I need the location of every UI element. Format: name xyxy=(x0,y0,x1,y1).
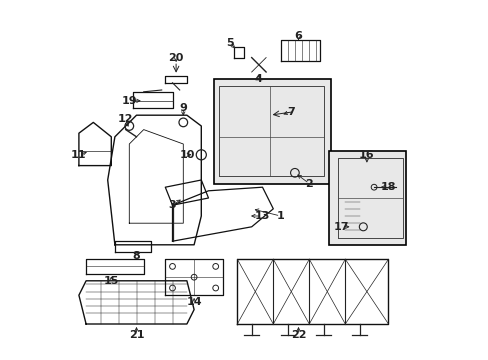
Text: 5: 5 xyxy=(226,38,233,48)
Text: 3: 3 xyxy=(168,200,176,210)
Text: 10: 10 xyxy=(179,150,194,160)
Text: 9: 9 xyxy=(179,103,187,113)
Bar xyxy=(328,151,406,245)
Text: 11: 11 xyxy=(71,150,86,160)
Text: 21: 21 xyxy=(128,330,144,340)
Text: 1: 1 xyxy=(276,211,284,221)
Text: 4: 4 xyxy=(254,74,263,84)
Text: 17: 17 xyxy=(333,222,349,232)
Text: 19: 19 xyxy=(121,96,137,106)
Text: 12: 12 xyxy=(118,114,133,124)
Text: 16: 16 xyxy=(358,150,374,160)
Bar xyxy=(213,79,330,184)
Text: 18: 18 xyxy=(380,182,395,192)
Text: 7: 7 xyxy=(287,107,295,117)
Text: 6: 6 xyxy=(294,31,302,41)
Text: 14: 14 xyxy=(186,297,202,307)
Text: 8: 8 xyxy=(132,251,140,261)
Text: 2: 2 xyxy=(305,179,312,189)
Text: 22: 22 xyxy=(290,330,305,340)
Text: 20: 20 xyxy=(168,53,183,63)
Text: 13: 13 xyxy=(254,211,270,221)
Text: 15: 15 xyxy=(103,276,119,286)
